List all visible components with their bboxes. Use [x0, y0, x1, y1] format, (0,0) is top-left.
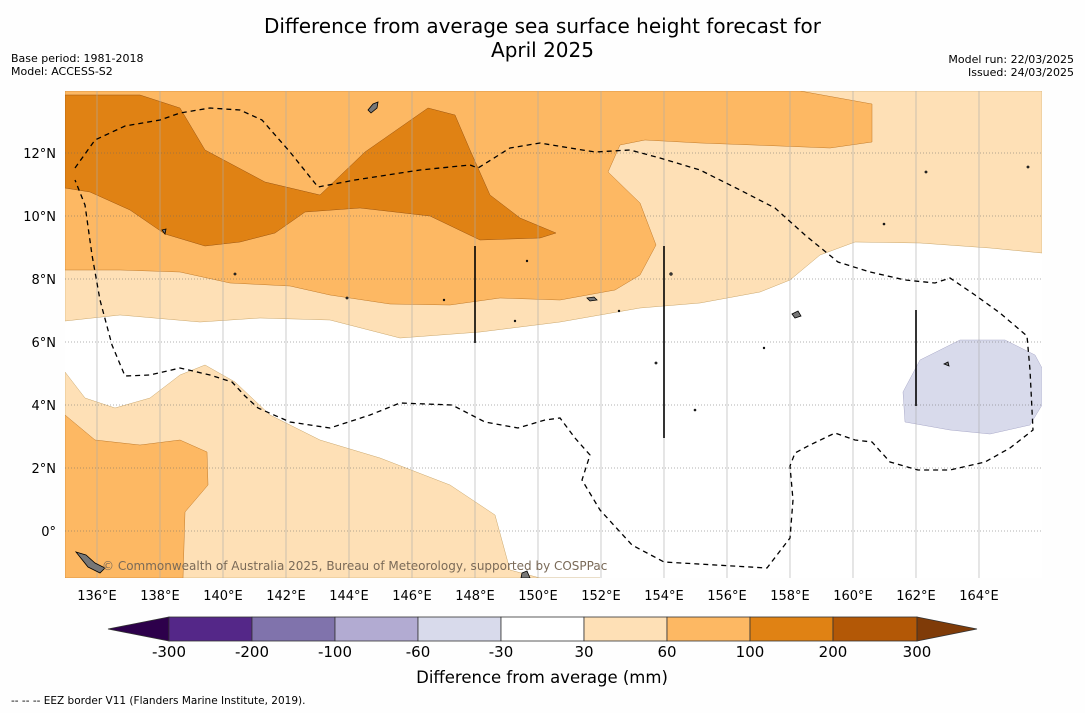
colorbar-level-label: -200: [234, 643, 270, 661]
colorbar-bin: [583, 616, 668, 642]
lon-tick-label: 158°E: [770, 589, 810, 604]
colorbar-level-label: -30: [488, 643, 514, 661]
colorbar-level-label: -300: [151, 643, 187, 661]
eez-border: [74, 107, 1034, 569]
lon-tick-label: 156°E: [707, 589, 747, 604]
contour-60-100-south: [65, 414, 209, 578]
lon-tick-label: 152°E: [581, 589, 621, 604]
lat-tick-label: 12°N: [23, 147, 56, 162]
colorbar-level-label: -60: [405, 643, 431, 661]
lon-tick-label: 154°E: [644, 589, 684, 604]
lon-tick-label: 164°E: [959, 589, 999, 604]
lon-tick-label: 144°E: [329, 589, 369, 604]
model-run-text: Model run: 22/03/2025: [948, 53, 1074, 66]
colorbar-extend-high: [916, 616, 978, 642]
colorbar-bin: [334, 616, 419, 642]
lat-tick-label: 4°N: [32, 399, 57, 414]
colorbar: [107, 616, 978, 642]
lat-tick-label: 0°: [41, 525, 56, 540]
colorbar-bin: [500, 616, 585, 642]
issued-text: Issued: 24/03/2025: [967, 66, 1074, 79]
colorbar-bin: [251, 616, 336, 642]
eez-legend-footer: -- -- -- EEZ border V11 (Flanders Marine…: [11, 695, 306, 707]
base-period-text: Base period: 1981-2018: [11, 52, 144, 65]
lat-tick-label: 10°N: [23, 210, 56, 225]
colorbar-extend-low: [107, 616, 170, 642]
lon-tick-label: 162°E: [896, 589, 936, 604]
lat-tick-label: 2°N: [32, 462, 57, 477]
map-title: Difference from average sea surface heig…: [0, 14, 1085, 62]
copyright-watermark: © Commonwealth of Australia 2025, Bureau…: [102, 559, 607, 573]
colorbar-bin: [417, 616, 502, 642]
meta-right: Model run: 22/03/2025 Issued: 24/03/2025: [948, 53, 1074, 79]
lon-tick-label: 160°E: [833, 589, 873, 604]
lon-tick-label: 136°E: [77, 589, 117, 604]
colorbar-level-label: 30: [574, 643, 594, 661]
lon-tick-label: 148°E: [455, 589, 495, 604]
meta-left: Base period: 1981-2018 Model: ACCESS-S2: [11, 52, 143, 78]
colorbar-level-label: -100: [317, 643, 353, 661]
lon-tick-label: 142°E: [266, 589, 306, 604]
map-plot-area: © Commonwealth of Australia 2025, Bureau…: [65, 91, 1042, 578]
colorbar-bin: [832, 616, 918, 642]
colorbar-level-label: 100: [735, 643, 765, 661]
islands: [74, 101, 1030, 578]
lat-tick-label: 6°N: [32, 336, 57, 351]
lon-tick-label: 150°E: [518, 589, 558, 604]
lon-tick-label: 138°E: [140, 589, 180, 604]
boundary-lines: [474, 246, 917, 438]
colorbar-level-label: 60: [657, 643, 677, 661]
colorbar-bin: [168, 616, 253, 642]
contour-neg30-neg60-east: [902, 339, 1042, 435]
model-text: Model: ACCESS-S2: [11, 65, 113, 78]
colorbar-level-label: 300: [902, 643, 932, 661]
colorbar-title: Difference from average (mm): [416, 668, 668, 687]
contour-30-60-south: [65, 364, 600, 578]
title-line-1: Difference from average sea surface heig…: [263, 14, 822, 38]
contour-100-200-north: [65, 94, 557, 247]
lon-tick-label: 140°E: [203, 589, 243, 604]
title-line-2: April 2025: [491, 38, 594, 62]
colorbar-bin: [666, 616, 751, 642]
lon-tick-label: 146°E: [392, 589, 432, 604]
colorbar-level-label: 200: [818, 643, 848, 661]
longitude-tick-labels: 136°E 138°E 140°E 142°E 144°E 146°E 148°…: [77, 589, 999, 604]
colorbar-bin: [749, 616, 834, 642]
latitude-tick-labels: 12°N 10°N 8°N 6°N 4°N 2°N 0°: [23, 147, 56, 540]
lat-tick-label: 8°N: [32, 273, 57, 288]
